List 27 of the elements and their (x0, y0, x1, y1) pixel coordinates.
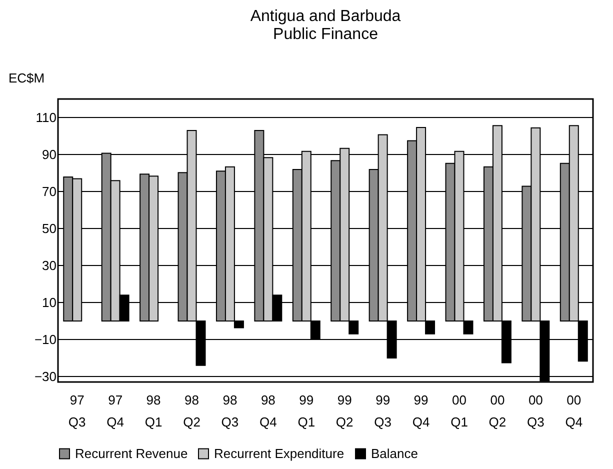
x-tick-label: 00 Q1 (450, 392, 468, 430)
x-tick-label: 00 Q2 (488, 392, 506, 430)
x-tick-label: 97 Q3 (68, 392, 86, 430)
legend-label: Recurrent Expenditure (214, 446, 344, 461)
x-tick-label: 99 Q1 (298, 392, 316, 430)
x-tick-label: 98 Q1 (144, 392, 162, 430)
legend-label: Balance (371, 446, 418, 461)
chart-title: Antigua and Barbuda Public Finance (250, 8, 401, 43)
legend-label: Recurrent Revenue (75, 446, 188, 461)
x-tick-label: 99 Q2 (336, 392, 354, 430)
x-tick-label: 00 Q4 (565, 392, 583, 430)
y-axis-title: EC$M (8, 70, 45, 86)
x-tick-label: 99 Q3 (374, 392, 392, 430)
x-tick-label: 98 Q4 (260, 392, 277, 430)
x-tick-label: 99 Q4 (412, 392, 430, 430)
x-tick-label: 98 Q2 (183, 392, 200, 430)
y-tick-label: −30 (34, 368, 56, 384)
x-tick-label: 00 Q3 (527, 392, 544, 430)
y-tick-label: 10 (42, 294, 56, 310)
y-tick-label: −10 (34, 332, 56, 347)
y-tick-label: 90 (42, 146, 56, 162)
y-tick-label: 70 (42, 184, 56, 199)
x-tick-label: 98 Q3 (221, 392, 239, 430)
y-tick-label: 110 (36, 110, 56, 125)
y-tick-label: 50 (42, 220, 56, 236)
y-tick-label: 30 (42, 258, 56, 273)
x-tick-label: 97 Q4 (106, 392, 124, 430)
